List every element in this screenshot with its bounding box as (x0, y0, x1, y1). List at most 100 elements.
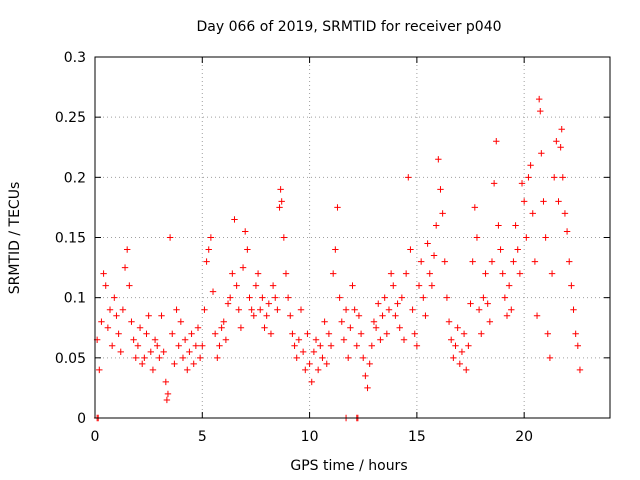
data-point (516, 270, 524, 277)
data-point (115, 330, 122, 337)
data-point (518, 180, 526, 187)
data-point (102, 282, 109, 289)
data-point (194, 324, 202, 331)
data-point (572, 330, 579, 337)
data-point (100, 270, 107, 277)
data-point (499, 270, 506, 277)
data-point (508, 306, 515, 313)
data-point (211, 330, 219, 337)
data-point (308, 378, 315, 386)
data-point (576, 366, 584, 374)
data-point (445, 318, 453, 325)
data-point (177, 318, 185, 325)
data-point (310, 348, 318, 356)
data-point (278, 198, 285, 205)
axis-ticks: 0 0.05 0.1 0.15 0.2 0.25 0.3 0 5 10 15 20 (55, 50, 610, 445)
data-point (527, 162, 534, 169)
data-point (293, 354, 300, 362)
data-point (218, 324, 225, 331)
data-point (450, 354, 457, 362)
data-point (214, 354, 221, 362)
data-point (104, 324, 112, 331)
data-point (392, 312, 399, 319)
data-point (327, 342, 335, 349)
data-point (277, 186, 284, 193)
data-point (321, 318, 328, 325)
data-point (377, 336, 384, 343)
data-point (555, 198, 562, 205)
data-point (561, 210, 569, 217)
data-point (340, 336, 348, 343)
data-point (287, 312, 294, 319)
data-point (375, 300, 382, 307)
data-point (441, 258, 448, 265)
data-point (570, 306, 577, 313)
data-point (546, 354, 554, 362)
data-point (96, 366, 103, 374)
data-point (360, 354, 367, 362)
data-point (342, 306, 350, 313)
data-point (482, 270, 489, 277)
data-point (512, 222, 519, 229)
data-point (130, 336, 137, 343)
data-point (160, 348, 167, 356)
y-axis-title: SRMTID / TECUs (7, 182, 23, 295)
data-point (280, 234, 288, 241)
data-point (488, 258, 496, 265)
data-point (314, 366, 322, 374)
data-point (420, 294, 427, 301)
data-point (282, 270, 290, 277)
data-point (437, 186, 444, 193)
data-point (484, 300, 491, 307)
x-axis-title: GPS time / hours (290, 458, 407, 474)
data-point (164, 390, 172, 398)
data-point (317, 342, 324, 349)
data-point (558, 126, 565, 133)
data-point (254, 270, 262, 277)
data-point (456, 360, 463, 368)
data-point (435, 156, 442, 163)
data-point (297, 306, 305, 313)
data-point (111, 294, 118, 301)
data-point (385, 306, 393, 313)
data-point (108, 342, 116, 349)
data-point (540, 198, 547, 205)
data-point (428, 282, 436, 289)
data-point (533, 312, 541, 319)
data-point (203, 258, 210, 265)
y-tick-label: 0.15 (55, 231, 86, 247)
data-point (166, 234, 174, 241)
data-point (222, 336, 230, 343)
data-point (493, 138, 500, 145)
data-point (432, 222, 440, 229)
data-point (439, 210, 446, 217)
data-point (523, 234, 530, 241)
data-point (173, 306, 180, 313)
data-point (383, 330, 391, 337)
data-point (366, 360, 373, 368)
data-point (475, 306, 483, 313)
data-point (514, 246, 521, 253)
data-point (471, 204, 479, 211)
data-point (574, 342, 582, 349)
data-point (531, 258, 539, 265)
data-point (149, 366, 157, 374)
data-point (134, 342, 142, 349)
data-point (413, 342, 421, 349)
data-point (465, 342, 472, 349)
data-point (179, 354, 187, 362)
data-point (458, 348, 466, 356)
data-point (394, 300, 401, 307)
data-point (538, 150, 545, 157)
x-tick-label: 5 (198, 429, 207, 445)
data-point (332, 246, 339, 253)
data-point (405, 174, 412, 181)
data-point (139, 360, 146, 368)
data-point (415, 282, 423, 289)
data-point (398, 294, 406, 301)
data-points (93, 95, 584, 422)
y-tick-label: 0.3 (64, 50, 86, 66)
data-point (364, 384, 371, 392)
data-point (274, 306, 281, 313)
